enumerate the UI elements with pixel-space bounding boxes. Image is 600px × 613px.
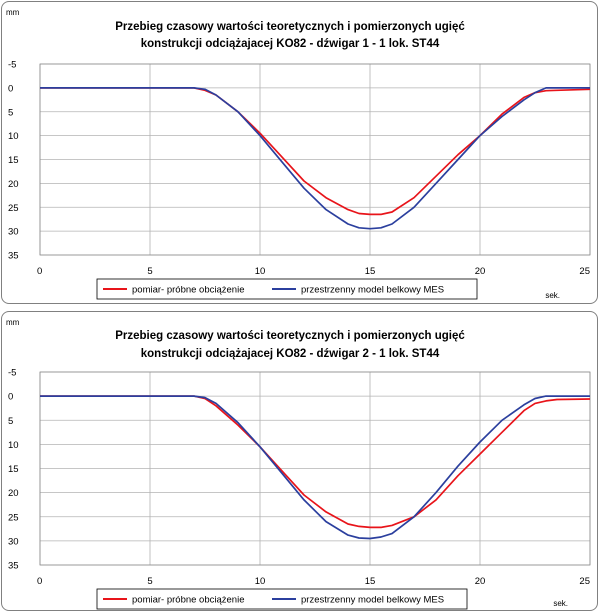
chart-2-title-line1: Przebieg czasowy wartości teoretycznych … <box>115 330 465 342</box>
chart-2-y-tick-label: 25 <box>8 512 19 523</box>
chart-2-y-tick-label: 20 <box>8 488 19 499</box>
chart-1-y-tick-label: 25 <box>8 203 19 214</box>
chart-2-y-tick-label: -5 <box>8 368 16 379</box>
chart-2-plot: -5 0 5 10 15 20 25 30 35 0 5 10 15 20 25 <box>8 368 591 587</box>
chart-2-y-unit: mm <box>6 318 20 327</box>
chart-2-legend: pomiar- próbne obciążenie przestrzenny mo… <box>96 588 468 610</box>
chart-panel-1 <box>1 1 598 304</box>
chart-2-x-unit: sek. <box>553 599 568 608</box>
chart-1-legend-label: przestrzenny model belkowy MES <box>301 285 444 296</box>
chart-1-y-tick-label: 35 <box>8 251 19 262</box>
chart-1-y-tick-label: 15 <box>8 155 19 166</box>
chart-2-x-tick-label: 25 <box>579 576 590 587</box>
chart-1-legend: pomiar- próbne obciążenie przestrzenny mo… <box>96 278 478 300</box>
chart-1-x-tick-label: 5 <box>147 266 152 277</box>
chart-1-series-model-line <box>40 87 590 230</box>
chart-2-y-tick-label: 10 <box>8 440 19 451</box>
chart-1-x-tick-label: 15 <box>365 266 376 277</box>
chart-panel-2 <box>1 311 598 611</box>
chart-1-y-tick-label: 0 <box>8 83 13 94</box>
chart-2-series-model-line <box>40 395 590 540</box>
chart-2-x-tick-label: 20 <box>475 576 486 587</box>
chart-1-x-tick-label: 20 <box>475 266 486 277</box>
chart-1-x-unit: sek. <box>545 291 560 300</box>
chart-1-y-tick-label: 20 <box>8 179 19 190</box>
chart-1-plot: -5 0 5 10 15 20 25 30 35 0 5 10 15 20 25 <box>8 60 591 277</box>
chart-1-x-tick-label: 0 <box>37 266 42 277</box>
chart-2-legend-label: przestrzenny model belkowy MES <box>301 595 444 606</box>
chart-1-y-unit: mm <box>6 8 20 17</box>
chart-1-legend-label: pomiar- próbne obciążenie <box>132 285 244 296</box>
chart-2-legend-label: pomiar- próbne obciążenie <box>132 595 244 606</box>
chart-2-x-tick-label: 10 <box>255 576 266 587</box>
chart-2-x-tick-label: 0 <box>37 576 42 587</box>
chart-2-y-tick-label: 30 <box>8 536 19 547</box>
chart-1-plot-frame <box>39 63 591 256</box>
chart-2-series-pomiar-line <box>40 395 591 529</box>
chart-1-title-line1: Przebieg czasowy wartości teoretycznych … <box>115 21 465 33</box>
chart-1-y-tick-label: 10 <box>8 131 19 142</box>
chart-1-x-tick-label: 10 <box>255 266 266 277</box>
chart-1-y-tick-label: -5 <box>8 60 16 71</box>
chart-2-y-tick-label: 35 <box>8 561 19 572</box>
chart-2-x-tick-label: 15 <box>365 576 376 587</box>
chart-2-title-line2: konstrukcji odciążajacej KO82 - dźwigar … <box>141 348 440 360</box>
chart-2-x-tick-label: 5 <box>147 576 152 587</box>
chart-1-y-tick-label: 5 <box>8 107 13 118</box>
chart-2-y-tick-label: 0 <box>8 392 13 403</box>
chart-2-plot-frame <box>39 371 591 566</box>
chart-1-title-line2: konstrukcji odciążajacej KO82 - dźwigar … <box>141 38 440 50</box>
chart-2-y-tick-label: 15 <box>8 464 19 475</box>
chart-2-y-tick-label: 5 <box>8 416 13 427</box>
chart-1-x-tick-label: 25 <box>579 266 590 277</box>
chart-1-y-tick-label: 30 <box>8 227 19 238</box>
